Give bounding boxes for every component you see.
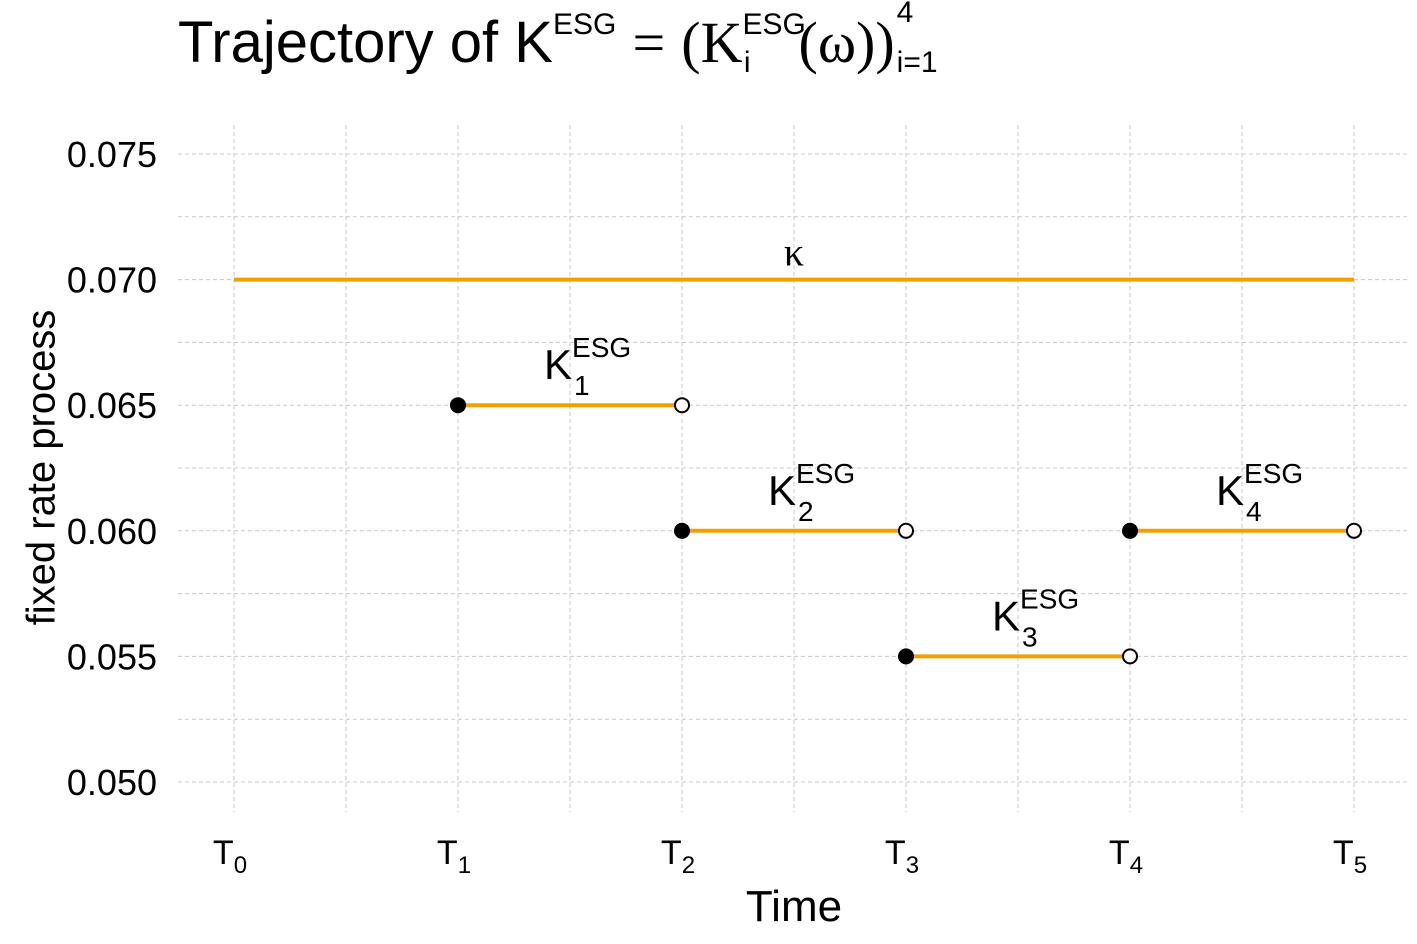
y-tick-label: 0.075 [67,134,157,175]
start-point-k4 [1122,522,1138,539]
chart-title: Trajectory of KESG = (KESGi (ω)) 4 i=1 [178,0,938,79]
end-point-k2 [898,522,914,539]
x-tick-label: T0 [213,834,247,879]
segment-label-k2: KESG 2 [768,458,855,527]
y-tick-label: 0.070 [67,260,157,301]
start-point-k2 [674,522,690,539]
end-point-k4 [1346,522,1362,539]
kappa-label: κ [784,230,804,275]
start-point-k1 [450,397,466,414]
segment-label-k1: KESG 1 [544,332,631,401]
open-paren: (K [681,10,743,75]
y-tick-label: 0.060 [67,511,157,552]
x-axis-label: Time [745,882,843,931]
y-axis-label: fixed rate process [19,309,64,626]
y-tick-label: 0.055 [67,636,157,677]
y-tick-label: 0.065 [67,385,157,426]
x-tick-label: T1 [437,834,471,879]
x-tick-label: T5 [1333,834,1367,879]
start-point-k3 [898,648,914,665]
x-tick-label: T2 [661,834,695,879]
x-tick-label: T3 [885,834,919,879]
end-point-k3 [1122,648,1138,665]
segment-label-k3: KESG 3 [992,583,1079,652]
y-tick-label: 0.050 [67,762,157,803]
x-tick-label: T4 [1109,834,1143,879]
segment-label-k4: KESG 4 [1216,458,1303,527]
end-point-k1 [674,397,690,414]
